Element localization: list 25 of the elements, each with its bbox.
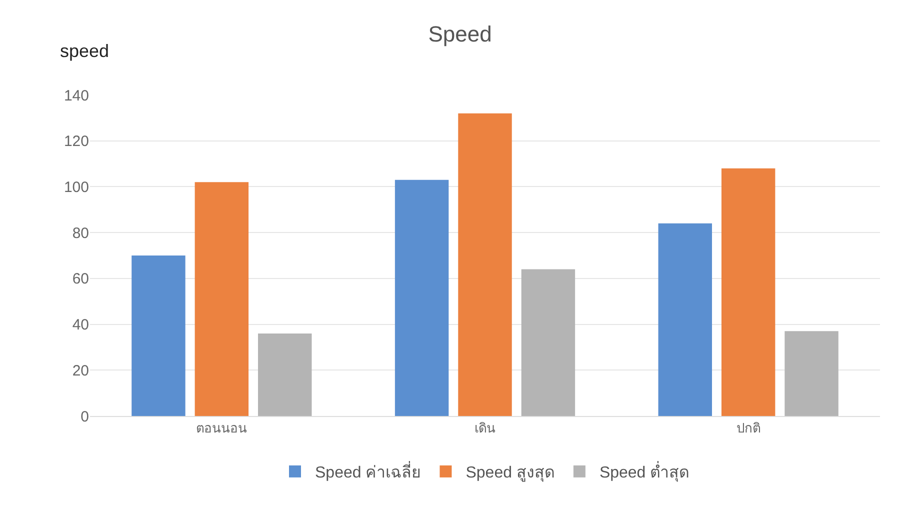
bar bbox=[394, 180, 449, 416]
y-tick-label: 20 bbox=[72, 362, 89, 380]
chart-title: Speed bbox=[428, 22, 492, 47]
x-tick-label: ปกติ bbox=[736, 420, 760, 436]
y-tick-label: 60 bbox=[72, 270, 89, 288]
y-tick-label: 40 bbox=[72, 316, 89, 334]
legend-label: Speed ต่ำสุด bbox=[599, 460, 690, 483]
bar bbox=[521, 269, 576, 416]
y-axis-title: speed bbox=[60, 41, 110, 61]
bar bbox=[194, 182, 249, 416]
y-tick-label: 0 bbox=[80, 408, 89, 426]
x-tick-label: ตอนนอน bbox=[196, 420, 248, 436]
bar bbox=[658, 223, 712, 416]
bar bbox=[784, 331, 838, 416]
bar bbox=[458, 113, 512, 416]
bar bbox=[721, 168, 776, 416]
x-tick-label: เดิน bbox=[474, 420, 496, 436]
legend-label: Speed ค่าเฉลี่ย bbox=[315, 460, 421, 482]
legend-label: Speed สูงสุด bbox=[466, 464, 554, 483]
y-tick-label: 140 bbox=[64, 87, 89, 104]
y-tick-label: 120 bbox=[64, 133, 89, 150]
bar bbox=[132, 256, 186, 416]
y-tick-label: 80 bbox=[72, 224, 89, 242]
y-tick-label: 100 bbox=[64, 178, 89, 196]
bar bbox=[258, 333, 312, 416]
